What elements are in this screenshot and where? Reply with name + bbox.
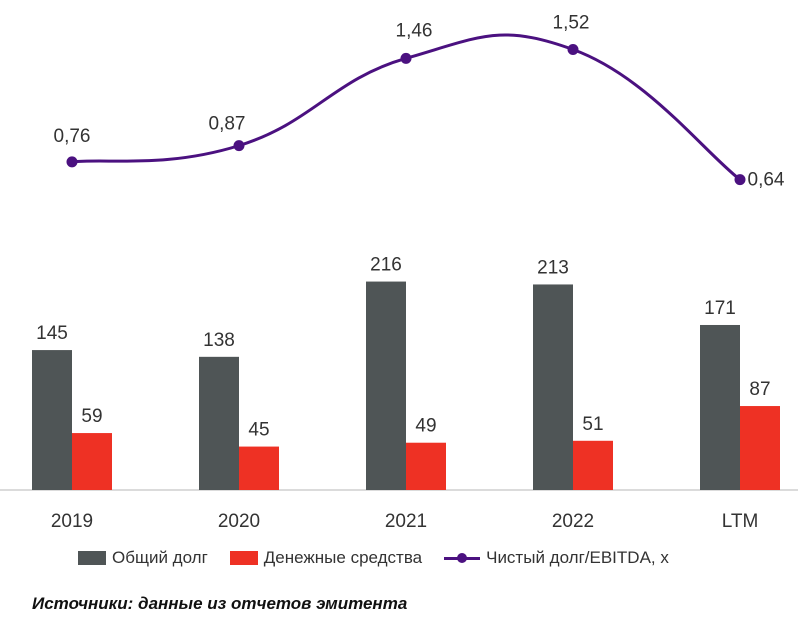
x-tick-2021: 2021 [385,511,427,532]
line-label-2022: 1,52 [553,12,590,33]
bar-total-debt-2020 [199,356,239,490]
bar-cash-2020 [239,446,279,490]
bar-total-debt-2022 [533,284,573,490]
bar-label-cash-2022: 51 [582,414,603,435]
bars-group: 145 59 138 45 216 49 213 51 171 87 [32,255,780,490]
bar-total-debt-2021 [366,281,406,490]
legend: Общий долг Денежные средства Чистый долг… [78,548,691,568]
bar-label-cash-2020: 45 [248,420,269,441]
legend-item-cash: Денежные средства [229,548,423,568]
bar-label-cash-2021: 49 [415,416,436,437]
legend-swatch-total-debt [78,551,106,565]
bar-label-total-debt-2019: 145 [36,323,68,344]
x-tick-2022: 2022 [552,511,594,532]
bar-cash-2021 [406,442,446,490]
line-point-2021 [400,52,412,64]
x-ticks-group: 2019 2020 2021 2022 LTM [51,511,758,532]
legend-item-total-debt: Общий долг [78,548,208,568]
x-tick-2020: 2020 [218,511,260,532]
line-series-group: 0,76 0,87 1,46 1,52 0,64 [54,12,785,190]
line-label-2019: 0,76 [54,126,91,147]
chart: 145 59 138 45 216 49 213 51 171 87 0,76 0,87 1,46 1,… [0,12,798,532]
legend-label-cash: Денежные средства [263,548,423,567]
line-label-2021: 1,46 [396,20,433,41]
line-point-LTM [734,174,746,186]
bar-total-debt-LTM [700,324,740,490]
legend-label-net-debt-ebitda: Чистый долг/EBITDA, x [486,548,669,567]
line-label-2020: 0,87 [209,114,246,135]
bar-label-total-debt-2021: 216 [370,255,402,276]
bar-label-total-debt-LTM: 171 [704,298,736,319]
bar-total-debt-2019 [32,350,72,490]
source-note: Источники: данные из отчетов эмитента [32,594,408,613]
line-point-2022 [567,43,579,55]
bar-label-cash-2019: 59 [81,406,102,427]
bar-label-cash-LTM: 87 [749,379,770,400]
legend-swatch-cash [229,551,258,565]
line-point-2019 [66,156,78,168]
line-label-LTM: 0,64 [748,170,785,191]
bar-label-total-debt-2020: 138 [203,330,235,351]
bar-label-total-debt-2022: 213 [537,257,569,278]
bar-cash-2022 [573,440,613,490]
bar-cash-2019 [72,433,112,490]
legend-item-net-debt-ebitda: Чистый долг/EBITDA, x [444,548,669,568]
x-tick-2019: 2019 [51,511,93,532]
legend-swatch-net-debt-ebitda [444,551,481,565]
legend-label-total-debt: Общий долг [112,548,208,567]
line-point-2020 [233,140,245,152]
bar-cash-LTM [740,406,780,490]
x-tick-LTM: LTM [722,511,759,532]
